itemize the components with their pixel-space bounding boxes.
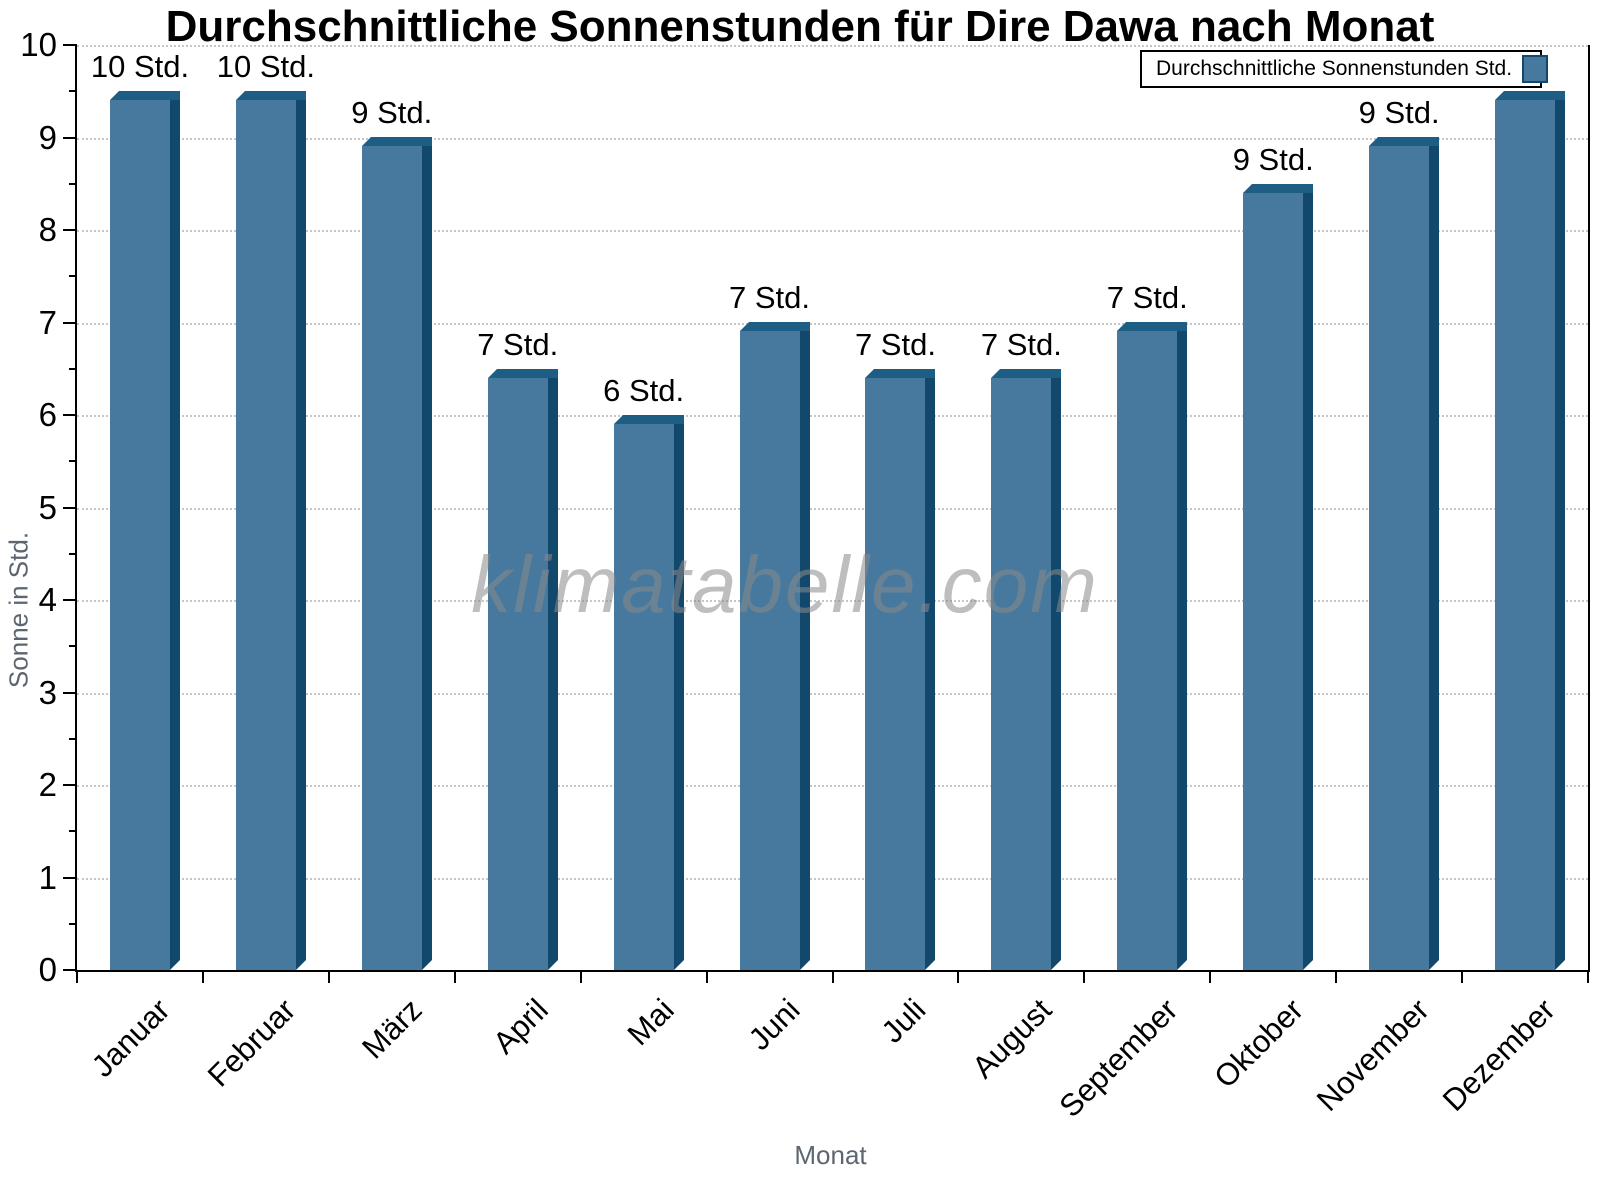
gridline bbox=[77, 877, 1588, 880]
y-minor-tick bbox=[69, 367, 77, 370]
bar-august bbox=[991, 369, 1062, 970]
x-tick bbox=[453, 970, 456, 983]
bar-mai bbox=[613, 415, 684, 970]
y-tick-label: 1 bbox=[38, 858, 57, 896]
bar-value-label: 6 Std. bbox=[603, 373, 685, 408]
bar-value-label: 7 Std. bbox=[729, 280, 811, 315]
y-minor-tick bbox=[69, 275, 77, 278]
x-axis-title: Monat bbox=[794, 1140, 867, 1170]
y-minor-tick bbox=[69, 552, 77, 555]
bar-value-label: 7 Std. bbox=[854, 327, 936, 362]
y-tick-label: 6 bbox=[38, 396, 57, 433]
bar-oktober bbox=[1243, 184, 1314, 970]
x-tick bbox=[1083, 970, 1086, 983]
y-minor-tick bbox=[69, 90, 77, 93]
y-major-tick bbox=[63, 969, 77, 971]
y-minor-tick bbox=[69, 460, 77, 463]
watermark: klimatabelle.com bbox=[471, 540, 1099, 629]
x-tick-label-text: Oktober bbox=[1207, 992, 1310, 1095]
y-major-tick bbox=[63, 691, 77, 694]
gridline bbox=[77, 230, 1588, 232]
bar-april bbox=[487, 369, 558, 970]
y-minor-tick bbox=[69, 830, 77, 833]
legend: Durchschnittliche Sonnenstunden Std. bbox=[1140, 50, 1549, 88]
bar-november bbox=[1369, 137, 1440, 970]
legend-label: Durchschnittliche Sonnenstunden Std. bbox=[1156, 57, 1513, 80]
gridline bbox=[77, 415, 1588, 417]
y-tick-label: 3 bbox=[38, 673, 57, 711]
y-major-tick bbox=[63, 876, 77, 879]
x-tick-label-text: Januar bbox=[84, 992, 177, 1084]
bar-juli bbox=[865, 369, 936, 970]
x-tick-label-text: Dezember bbox=[1435, 992, 1562, 1118]
y-major-tick bbox=[63, 136, 77, 139]
bar-value-label: 9 Std. bbox=[1358, 95, 1440, 130]
bar-value-label: 7 Std. bbox=[1106, 280, 1188, 315]
y-minor-tick bbox=[69, 737, 77, 740]
x-tick bbox=[1209, 970, 1212, 983]
x-tick-label-text: August bbox=[965, 992, 1059, 1085]
gridline bbox=[77, 45, 1588, 47]
y-major-tick bbox=[63, 321, 77, 324]
gridline bbox=[77, 322, 1588, 325]
y-minor-tick bbox=[69, 182, 77, 185]
legend-swatch-icon bbox=[1522, 55, 1549, 83]
bar-dezember bbox=[1495, 91, 1566, 970]
x-tick bbox=[1587, 970, 1589, 983]
x-tick-label-text: Mai bbox=[620, 992, 681, 1053]
bar-value-label: 9 Std. bbox=[1232, 142, 1314, 177]
x-tick-label-text: Juni bbox=[741, 992, 807, 1057]
y-tick-label: 4 bbox=[38, 581, 57, 618]
gridline bbox=[77, 692, 1588, 695]
y-tick-label: 2 bbox=[38, 766, 57, 803]
bar-value-label: 10 Std. bbox=[90, 49, 190, 84]
gridline bbox=[77, 785, 1588, 787]
x-tick bbox=[1335, 970, 1338, 983]
y-major-tick bbox=[63, 506, 77, 509]
y-major-tick bbox=[63, 229, 77, 231]
x-tick bbox=[1461, 970, 1464, 983]
bar-value-label: 7 Std. bbox=[980, 327, 1062, 362]
bar-value-label: 10 Std. bbox=[216, 49, 315, 84]
bar-september bbox=[1117, 322, 1188, 970]
bar-value-label: 9 Std. bbox=[351, 95, 433, 130]
y-tick-label: 9 bbox=[38, 118, 57, 156]
x-tick-label-text: September bbox=[1052, 992, 1185, 1124]
y-minor-tick bbox=[69, 645, 77, 648]
bar-februar bbox=[235, 91, 306, 970]
x-tick bbox=[201, 970, 204, 983]
y-tick-label: 5 bbox=[38, 488, 57, 526]
y-major-tick bbox=[63, 784, 77, 786]
y-tick-label: 7 bbox=[38, 303, 57, 341]
x-tick-label-text: Februar bbox=[201, 992, 303, 1094]
gridline bbox=[77, 507, 1588, 510]
x-tick bbox=[579, 970, 582, 983]
y-axis-title: Sonne in Std. bbox=[3, 531, 34, 689]
chart-title: Durchschnittliche Sonnenstunden für Dire… bbox=[165, 2, 1435, 51]
x-tick bbox=[831, 970, 834, 983]
bar-januar bbox=[109, 91, 180, 970]
y-tick-label: 0 bbox=[38, 951, 57, 988]
gridline bbox=[77, 600, 1588, 602]
y-major-tick bbox=[63, 414, 77, 416]
x-tick bbox=[76, 970, 78, 983]
x-tick-label-text: Juli bbox=[874, 992, 933, 1050]
y-major-tick bbox=[63, 44, 77, 46]
bar-juni bbox=[739, 322, 810, 970]
y-minor-tick bbox=[69, 922, 77, 925]
x-tick bbox=[327, 970, 330, 983]
x-tick bbox=[705, 970, 708, 983]
gridline bbox=[77, 137, 1588, 140]
y-tick-label: 8 bbox=[38, 211, 57, 248]
bar-value-label: 7 Std. bbox=[477, 327, 559, 362]
x-tick-label-text: April bbox=[485, 992, 555, 1061]
plot-area: 0 1 2 3 4 5 6 7 8 9 10 10 Std. Januar 10 Std. Februar 9… bbox=[20, 27, 1590, 1124]
x-tick-label-text: November bbox=[1310, 992, 1436, 1118]
x-tick-label-text: März bbox=[355, 992, 429, 1066]
bar-märz bbox=[361, 137, 432, 970]
y-tick-label: 10 bbox=[20, 26, 57, 63]
x-tick bbox=[957, 970, 960, 983]
y-major-tick bbox=[63, 599, 77, 601]
